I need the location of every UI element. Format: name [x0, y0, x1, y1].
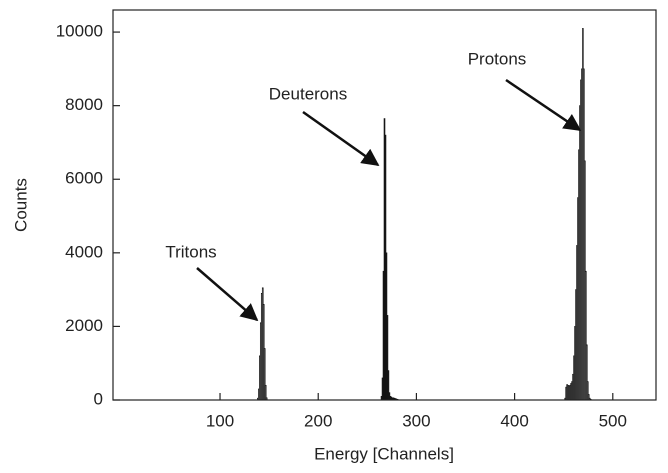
peak-label: Tritons — [165, 242, 216, 261]
arrow — [506, 80, 580, 130]
y-tick-label: 0 — [94, 389, 103, 408]
arrow — [303, 112, 378, 165]
arrow — [197, 268, 257, 320]
y-tick-label: 10000 — [56, 22, 103, 41]
x-axis-label: Energy [Channels] — [314, 444, 454, 463]
y-axis-label: Counts — [11, 178, 30, 232]
x-tick-label: 400 — [500, 411, 528, 430]
y-tick-label: 6000 — [65, 169, 103, 188]
x-tick-label: 100 — [206, 411, 234, 430]
y-tick-label: 4000 — [65, 242, 103, 261]
y-tick-label: 8000 — [65, 95, 103, 114]
peak-label: Deuterons — [269, 84, 347, 103]
x-tick-label: 200 — [304, 411, 332, 430]
peak-label: Protons — [468, 49, 527, 68]
x-tick-label: 500 — [599, 411, 627, 430]
y-tick-label: 2000 — [65, 316, 103, 335]
x-tick-label: 300 — [402, 411, 430, 430]
